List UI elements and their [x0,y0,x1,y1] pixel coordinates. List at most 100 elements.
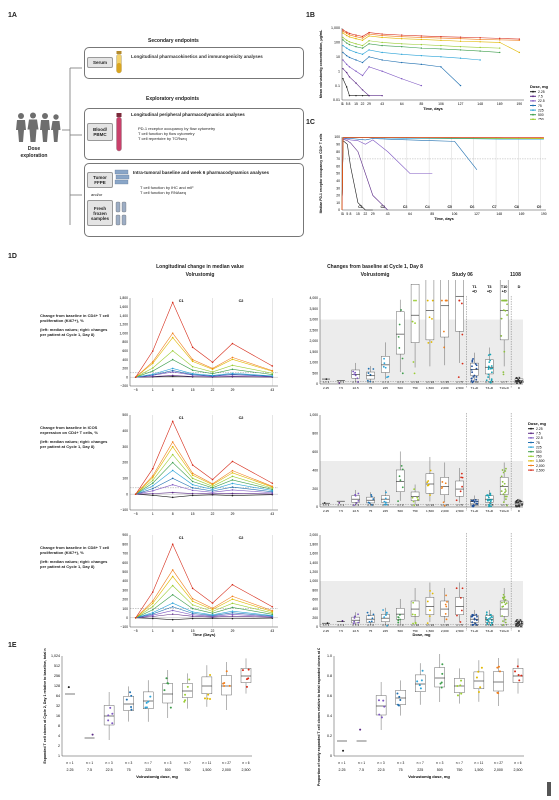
data-point [456,614,458,617]
x-tick-label: 169 [497,102,503,106]
x-tick-label: 148 [496,212,502,216]
data-point [413,488,416,491]
data-point [471,499,474,502]
data-point [370,503,373,506]
y-tick-label: 1,000 [310,361,319,365]
series-point [381,44,383,47]
y-tick-label: 200 [122,367,128,371]
y-tick-label: 0 [316,505,318,509]
series-point [134,493,137,495]
data-point [489,494,492,496]
data-point [384,497,387,500]
y-tick-label: 1,000 [310,579,319,583]
x-tick-label: 22.5 [106,768,113,772]
bullet-item: PD-1 receptor occupancy by flow cytometr… [138,126,216,131]
group-label: +D [472,290,477,294]
data-point [460,302,463,305]
y-tick-label: 500 [122,413,128,417]
cycle-label: C2 [381,205,386,209]
data-point [416,680,419,683]
series-point [151,605,154,608]
series-point [191,597,194,600]
panel-label-1c: 1C [306,119,315,126]
series-point [231,615,234,617]
y-tick-label: 600 [122,561,128,565]
data-point [503,601,506,604]
x-tick-label: 1 [152,512,154,516]
data-point [471,623,474,626]
x-tick-label: 7.5 [87,768,92,772]
y-tick-label: 800 [122,542,128,546]
x-tick-label: 2.25 [323,509,329,513]
data-point [461,333,464,336]
y-tick-label: −100 [120,508,128,512]
box [381,356,390,373]
series-point [361,35,364,38]
data-point [427,480,430,482]
series-point [271,614,274,617]
series-point [342,78,344,80]
y-tick-label: 0 [126,375,128,379]
series-point [401,78,403,80]
series-line [135,493,273,498]
x-tick-label: 75 [399,768,403,772]
data-point [501,480,504,483]
series-point [271,612,274,614]
cycle-label: C1 [179,299,184,303]
data-point [383,500,386,503]
y-tick-label: 512 [54,664,60,668]
dose-legend-1d: Dose, mg 2.25 7.5 22.5 75 225 500 750 1,500 2,000… [527,420,557,477]
y-tick-label: 4 [58,734,60,738]
series-point [151,482,154,484]
1d-row3-label: Change from baseline in CD8+ T cell prol… [40,545,110,569]
series-point [231,602,234,605]
data-point [470,615,473,618]
series-point [355,38,357,40]
data-point [471,621,474,624]
box [201,676,213,694]
data-point [477,670,480,673]
blood-label: Blood/ PBMC [87,123,113,141]
x-tick-label: 43 [270,388,274,392]
data-point [396,692,399,695]
n-label: n = 5 [456,623,463,627]
n-label: n = 25 [441,380,450,384]
box [375,695,387,716]
series-point [211,372,214,375]
box [425,473,435,494]
series-point [211,482,214,485]
data-point [147,700,150,703]
data-point [490,619,493,622]
series-point [191,372,194,375]
1d-study1108: 1108 [510,272,521,278]
data-point [386,376,388,379]
dose-legend-1b-entry: 75 [538,104,542,108]
data-point [475,502,478,505]
y-tick-label: 500 [312,371,318,375]
series-point [499,41,501,44]
series-point [420,47,423,49]
series-point [231,358,234,361]
y-tick-label: 1,500 [310,350,319,354]
data-point [490,379,493,382]
data-point [440,686,443,689]
data-point [414,613,417,616]
series-point [420,36,423,39]
series-point [518,38,521,40]
data-point [516,665,519,668]
series-point [211,361,214,364]
series-point [459,57,462,59]
series-point [401,46,403,48]
series-point [345,86,348,88]
data-point [427,483,430,486]
data-point [357,613,359,616]
series-point [271,488,274,491]
y-tick-label: 2 [58,744,60,748]
n-label: n = 7 [145,761,152,765]
series-line [342,78,370,96]
x-tick-label: 1 [152,388,154,392]
dose-legend-1b-swatch-dot [532,118,534,120]
series-point [368,33,370,35]
dose-legend-1b-swatch-dot [532,104,534,107]
